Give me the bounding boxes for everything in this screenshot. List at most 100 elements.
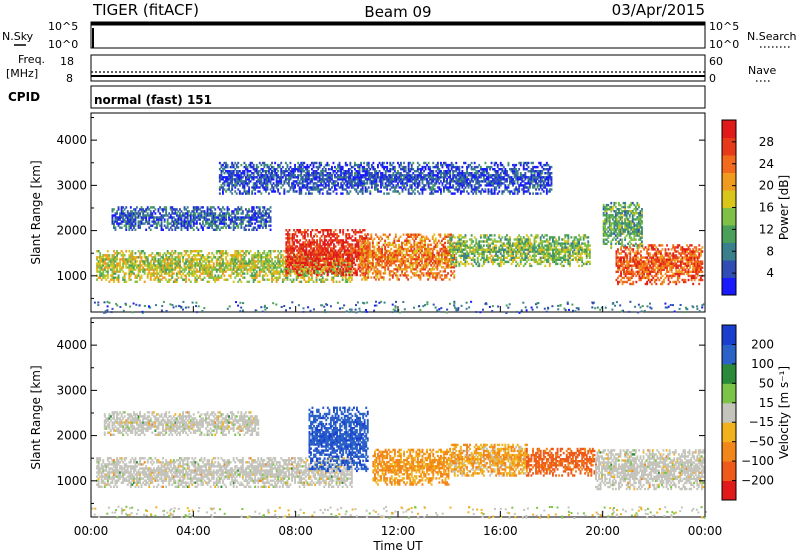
echo-cell	[257, 262, 259, 264]
echo-cell	[213, 262, 215, 264]
echo-cell	[577, 261, 579, 263]
echo-cell	[115, 227, 117, 229]
echo-cell	[202, 206, 204, 208]
echo-cell	[468, 263, 470, 265]
echo-cell	[342, 233, 344, 235]
echo-cell	[360, 264, 362, 266]
echo-cell	[115, 229, 117, 231]
echo-cell	[263, 206, 265, 208]
echo-cell	[118, 206, 120, 208]
echo-cell	[270, 206, 272, 208]
echo-cell	[130, 206, 132, 208]
echo-cell	[318, 274, 320, 276]
echo-cell	[369, 242, 371, 244]
echo-cell	[185, 268, 187, 270]
echo-cell	[429, 240, 431, 242]
echo-cell	[360, 248, 362, 250]
echo-cell	[228, 208, 230, 210]
echo-cell	[313, 281, 315, 283]
echo-cell	[138, 250, 140, 252]
echo-cell	[142, 218, 144, 220]
echo-cell	[199, 275, 201, 277]
echo-cell	[435, 238, 437, 240]
echo-cell	[236, 222, 238, 224]
echo-cell	[237, 281, 239, 283]
echo-cell	[643, 273, 645, 275]
echo-cell	[125, 272, 127, 274]
echo-cell	[438, 240, 440, 242]
echo-cell	[332, 266, 334, 268]
echo-cell	[342, 229, 344, 231]
echo-cell	[222, 250, 224, 252]
echo-cell	[174, 252, 176, 254]
echo-cell	[310, 233, 312, 235]
echo-cell	[557, 263, 559, 265]
echo-cell	[141, 256, 143, 258]
echo-cell	[397, 270, 399, 272]
echo-cell	[211, 258, 213, 260]
echo-cell	[270, 210, 272, 212]
echo-cell	[587, 236, 589, 238]
echo-cell	[121, 250, 123, 252]
echo-cell	[116, 250, 118, 252]
echo-cell	[248, 281, 250, 283]
echo-cell	[316, 235, 318, 237]
echo-cell	[254, 210, 256, 212]
echo-cell	[474, 259, 476, 261]
echo-cell	[389, 234, 391, 236]
echo-cell	[370, 276, 372, 278]
echo-cell	[373, 248, 375, 250]
echo-cell	[342, 268, 344, 270]
echo-cell	[355, 237, 357, 239]
echo-cell	[247, 250, 249, 252]
echo-cell	[450, 234, 452, 236]
echo-cell	[244, 272, 246, 274]
echo-cell	[528, 236, 530, 238]
echo-cell	[640, 254, 642, 256]
echo-cell	[199, 218, 201, 220]
echo-cell	[342, 274, 344, 276]
echo-cell	[113, 281, 115, 283]
echo-cell	[125, 206, 127, 208]
echo-cell	[581, 257, 583, 259]
echo-cell	[308, 281, 310, 283]
echo-cell	[181, 275, 183, 277]
echo-cell	[240, 206, 242, 208]
echo-cell	[242, 250, 244, 252]
echo-cell	[274, 250, 276, 252]
echo-cell	[219, 229, 221, 231]
echo-cell	[108, 281, 110, 283]
echo-cell	[420, 276, 422, 278]
echo-cell	[185, 281, 187, 283]
echo-cell	[144, 281, 146, 283]
echo-cell	[356, 274, 358, 276]
echo-cell	[190, 252, 192, 254]
echo-cell	[304, 233, 306, 235]
echo-cell	[474, 255, 476, 257]
echo-cell	[290, 275, 292, 277]
freq-top-tick: 18	[60, 55, 74, 68]
echo-cell	[118, 275, 120, 277]
echo-cell	[453, 270, 455, 272]
echo-cell	[107, 268, 109, 270]
echo-cell	[307, 229, 309, 231]
echo-cell	[125, 229, 127, 231]
echo-cell	[188, 275, 190, 277]
echo-cell	[373, 238, 375, 240]
echo-cell	[587, 240, 589, 242]
echo-cell	[173, 216, 175, 218]
echo-cell	[216, 252, 218, 254]
echo-cell	[270, 252, 272, 254]
echo-cell	[210, 256, 212, 258]
echo-cell	[549, 263, 551, 265]
echo-cell	[217, 225, 219, 227]
echo-cell	[259, 206, 261, 208]
echo-cell	[570, 236, 572, 238]
echo-cell	[322, 272, 324, 274]
echo-cell	[116, 212, 118, 214]
nsky-top-tick: 10^5	[48, 20, 78, 33]
echo-cell	[501, 236, 503, 238]
echo-cell	[282, 281, 284, 283]
echo-cell	[387, 236, 389, 238]
echo-cell	[171, 229, 173, 231]
